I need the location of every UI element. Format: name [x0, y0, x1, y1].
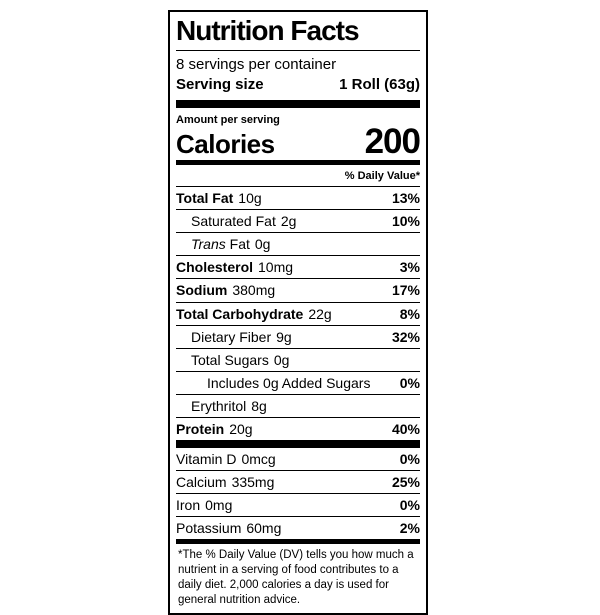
vitamin-name: Calcium: [176, 474, 227, 491]
amount-per-serving-label: Amount per serving: [176, 114, 280, 127]
nutrient-amount: 10g: [238, 190, 262, 207]
nutrient-row: Total Fat 10g 13%: [176, 187, 420, 211]
nutrient-row: Includes 0g Added Sugars 0%: [176, 372, 420, 395]
vitamin-dv: 2%: [399, 520, 420, 537]
vitamin-row: Vitamin D 0mcg 0%: [176, 448, 420, 472]
vitamin-name: Vitamin D: [176, 451, 237, 468]
vitamin-amount: 60mg: [246, 520, 282, 537]
vitamin-row: Iron 0mg 0%: [176, 494, 420, 518]
calories-value: 200: [364, 122, 421, 162]
nutrient-dv: 32%: [391, 328, 420, 345]
servings-per-container: 8 servings per container: [176, 55, 337, 73]
nutrient-name: Total Carbohydrate: [176, 305, 304, 322]
daily-value-header: % Daily Value*: [176, 165, 420, 188]
medium-separator-calories: [176, 160, 420, 166]
nutrient-dv: 10%: [391, 213, 420, 230]
nutrient-amount: 0g: [254, 236, 271, 253]
nutrient-row: Total Sugars 0g: [176, 349, 420, 372]
daily-value-footnote: *The % Daily Value (DV) tells you how mu…: [178, 549, 414, 606]
nutrient-name: Sodium: [176, 282, 228, 299]
serving-info-section: 8 servings per container Serving size 1 …: [176, 51, 420, 101]
nutrient-name: Erythritol: [191, 397, 247, 414]
nutrient-amount: 8g: [251, 397, 267, 414]
nutrient-name: Cholesterol: [176, 259, 254, 276]
nutrient-row: Erythritol 8g: [176, 395, 420, 418]
serving-size-value: 1 Roll (63g): [339, 76, 420, 94]
thick-separator-protein: [176, 440, 420, 449]
vitamin-dv: 25%: [391, 474, 420, 491]
nutrient-amount: 2g: [280, 213, 297, 230]
nutrient-dv: 40%: [391, 420, 420, 437]
nutrient-amount: 380mg: [232, 282, 276, 299]
nutrient-name: Total Sugars: [191, 351, 269, 368]
thick-separator-top: [176, 100, 420, 109]
nutrient-row: Saturated Fat 2g 10%: [176, 210, 420, 234]
nutrient-row: Cholesterol 10mg 3%: [176, 256, 420, 280]
nutrition-facts-label: Nutrition Facts 8 servings per container…: [168, 10, 428, 615]
vitamin-amount: 0mcg: [241, 451, 276, 468]
vitamin-dv: 0%: [399, 451, 420, 468]
nutrient-name: Saturated Fat: [191, 213, 276, 230]
medium-separator-footnote: [176, 539, 420, 545]
page-background: Nutrition Facts 8 servings per container…: [168, 10, 428, 615]
nutrient-row: Trans Fat 0g: [176, 233, 420, 257]
nutrient-amount: 20g: [229, 420, 253, 437]
nutrient-row: Dietary Fiber 9g 32%: [176, 326, 420, 349]
vitamin-amount: 0mg: [205, 497, 233, 514]
nutrient-dv: 13%: [391, 190, 420, 207]
nutrient-name: Dietary Fiber: [191, 328, 272, 345]
nutrient-name: Total Fat: [176, 190, 234, 207]
vitamin-row: Calcium 335mg 25%: [176, 471, 420, 495]
serving-size-label: Serving size: [176, 76, 264, 94]
nutrient-name: Includes 0g Added Sugars: [207, 374, 371, 391]
nutrient-amount: 10mg: [258, 259, 294, 276]
calories-row: Calories 200: [176, 122, 421, 162]
calories-label: Calories: [176, 129, 275, 160]
vitamin-name: Potassium: [176, 520, 242, 537]
nutrient-dv: 0%: [399, 374, 420, 391]
serving-size-row: Serving size 1 Roll (63g): [176, 75, 420, 95]
nutrient-dv: 8%: [399, 305, 420, 322]
nutrient-dv: 3%: [399, 259, 420, 276]
nutrient-row: Total Carbohydrate 22g 8%: [176, 303, 420, 326]
vitamin-row: Potassium 60mg 2%: [176, 517, 420, 539]
vitamin-dv: 0%: [399, 497, 420, 514]
vitamin-amount: 335mg: [231, 474, 275, 491]
calories-section: Amount per serving Calories 200: [176, 108, 421, 162]
nutrient-row: Protein 20g 40%: [176, 418, 420, 440]
nutrient-name: Protein: [176, 420, 225, 437]
nutrient-name-italic: Trans: [191, 236, 226, 253]
label-title: Nutrition Facts: [176, 12, 420, 51]
nutrient-dv: 17%: [391, 282, 420, 299]
nutrient-row: Sodium 380mg 17%: [176, 279, 420, 303]
nutrient-name: Fat: [225, 236, 250, 253]
nutrient-amount: 22g: [308, 305, 332, 322]
nutrient-amount: 9g: [276, 328, 292, 345]
vitamin-name: Iron: [176, 497, 201, 514]
nutrient-amount: 0g: [273, 351, 290, 368]
